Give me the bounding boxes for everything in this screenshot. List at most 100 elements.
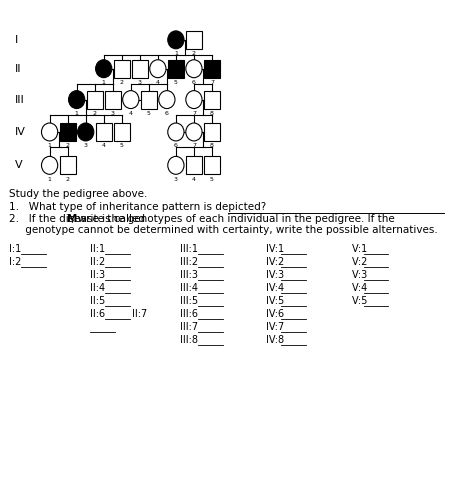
- Text: 1: 1: [102, 80, 106, 85]
- Circle shape: [123, 91, 139, 109]
- Text: 6: 6: [174, 143, 178, 148]
- Text: I:2: I:2: [9, 257, 24, 267]
- Circle shape: [69, 91, 85, 109]
- Text: 6: 6: [165, 111, 169, 116]
- Text: 4: 4: [102, 143, 106, 148]
- Text: 7: 7: [192, 111, 196, 116]
- Text: III:1: III:1: [180, 244, 202, 254]
- Bar: [204, 60, 220, 78]
- Text: III:5: III:5: [180, 296, 202, 306]
- Text: IV:3: IV:3: [266, 270, 287, 280]
- Text: III:3: III:3: [180, 270, 202, 280]
- Text: 2: 2: [192, 51, 196, 56]
- Text: IV: IV: [14, 127, 25, 137]
- Text: 2: 2: [66, 177, 69, 182]
- Text: V:5: V:5: [352, 296, 370, 306]
- Text: II: II: [14, 64, 21, 74]
- Text: 1: 1: [174, 51, 178, 56]
- Text: 4: 4: [192, 177, 196, 182]
- Circle shape: [41, 156, 58, 174]
- Text: 1: 1: [48, 143, 51, 148]
- Text: 8: 8: [210, 143, 214, 148]
- Bar: [132, 60, 148, 78]
- Text: IV:8: IV:8: [266, 335, 287, 345]
- Bar: [96, 123, 112, 141]
- Text: III:6: III:6: [180, 309, 202, 319]
- Text: 3: 3: [174, 177, 178, 182]
- Text: 6: 6: [192, 80, 196, 85]
- Bar: [60, 156, 76, 174]
- Text: 3: 3: [138, 80, 142, 85]
- Text: III:8: III:8: [180, 335, 202, 345]
- Text: 2: 2: [120, 80, 124, 85]
- Bar: [60, 123, 76, 141]
- Bar: [114, 123, 130, 141]
- Text: 3: 3: [111, 111, 115, 116]
- Text: III:7: III:7: [180, 322, 202, 332]
- Text: 2.   If the disease is called: 2. If the disease is called: [9, 214, 148, 224]
- Text: II:3: II:3: [90, 270, 108, 280]
- Text: 2: 2: [93, 111, 97, 116]
- Text: genotype cannot be determined with certainty, write the possible alternatives.: genotype cannot be determined with certa…: [9, 225, 438, 235]
- Text: 7: 7: [192, 143, 196, 148]
- Circle shape: [78, 123, 94, 141]
- Text: 5: 5: [120, 143, 124, 148]
- Text: II:5: II:5: [90, 296, 109, 306]
- Bar: [186, 31, 202, 49]
- Bar: [141, 91, 157, 109]
- Bar: [204, 156, 220, 174]
- Text: III:2: III:2: [180, 257, 202, 267]
- Text: 1.   What type of inheritance pattern is depicted?: 1. What type of inheritance pattern is d…: [9, 202, 266, 212]
- Text: IV:5: IV:5: [266, 296, 287, 306]
- Text: IV:2: IV:2: [266, 257, 287, 267]
- Text: IV:6: IV:6: [266, 309, 287, 319]
- Circle shape: [96, 60, 112, 78]
- Circle shape: [168, 156, 184, 174]
- Text: V:1: V:1: [352, 244, 370, 254]
- Circle shape: [186, 60, 202, 78]
- Circle shape: [41, 123, 58, 141]
- Text: V: V: [14, 160, 22, 170]
- Text: IV:1: IV:1: [266, 244, 287, 254]
- Text: II:7: II:7: [132, 309, 147, 319]
- Circle shape: [186, 91, 202, 109]
- Bar: [204, 123, 220, 141]
- Bar: [204, 91, 220, 109]
- Text: 5: 5: [210, 177, 214, 182]
- Text: II:4: II:4: [90, 283, 108, 293]
- Circle shape: [150, 60, 166, 78]
- Text: 2: 2: [66, 143, 69, 148]
- Circle shape: [159, 91, 175, 109]
- Text: Study the pedigree above.: Study the pedigree above.: [9, 189, 147, 199]
- Text: II:1: II:1: [90, 244, 108, 254]
- Bar: [186, 156, 202, 174]
- Text: IV:4: IV:4: [266, 283, 287, 293]
- Text: 1: 1: [75, 111, 78, 116]
- Bar: [87, 91, 103, 109]
- Circle shape: [168, 31, 184, 49]
- Text: V:2: V:2: [352, 257, 370, 267]
- Circle shape: [186, 123, 202, 141]
- Bar: [114, 60, 130, 78]
- Text: 4: 4: [129, 111, 133, 116]
- Text: 8: 8: [210, 111, 214, 116]
- Text: IV:7: IV:7: [266, 322, 287, 332]
- Text: M: M: [67, 214, 78, 224]
- Text: II:2: II:2: [90, 257, 109, 267]
- Text: 3: 3: [84, 143, 87, 148]
- Text: II:6: II:6: [90, 309, 108, 319]
- Circle shape: [168, 123, 184, 141]
- Text: I: I: [14, 35, 18, 45]
- Text: I:1: I:1: [9, 244, 24, 254]
- Text: 1: 1: [48, 177, 51, 182]
- Text: V:3: V:3: [352, 270, 370, 280]
- Text: III: III: [14, 95, 24, 105]
- Text: , write the genotypes of each individual in the pedigree. If the: , write the genotypes of each individual…: [71, 214, 395, 224]
- Text: 7: 7: [210, 80, 214, 85]
- Bar: [105, 91, 121, 109]
- Bar: [168, 60, 184, 78]
- Text: 4: 4: [156, 80, 160, 85]
- Text: V:4: V:4: [352, 283, 370, 293]
- Text: 5: 5: [147, 111, 151, 116]
- Text: 5: 5: [174, 80, 178, 85]
